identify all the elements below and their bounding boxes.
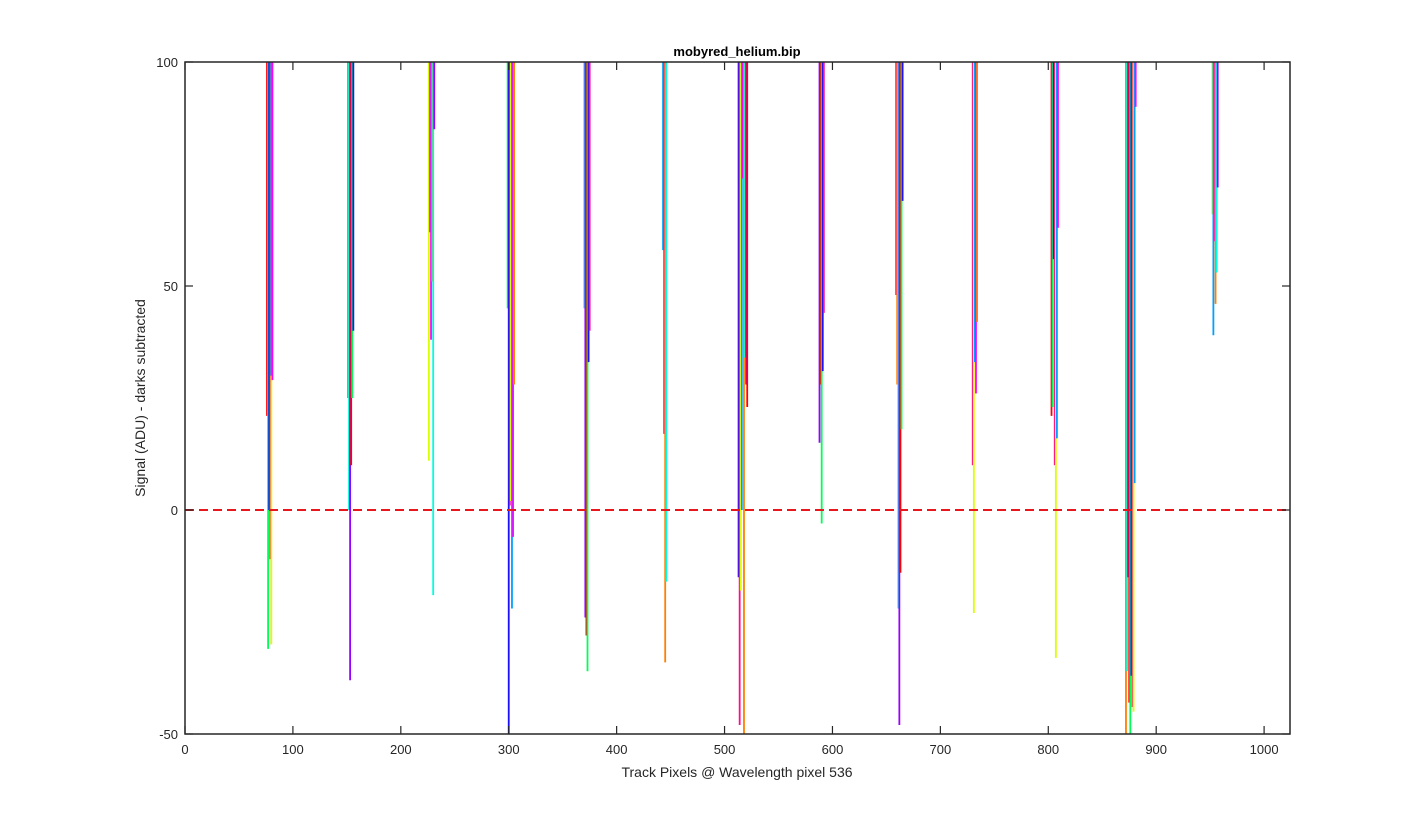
peak-group — [818, 62, 825, 524]
peak-group — [1211, 62, 1219, 336]
x-tick-label: 900 — [1145, 742, 1167, 757]
y-axis-label: Signal (ADU) - darks subtracted — [132, 299, 148, 497]
x-tick-label: 500 — [714, 742, 736, 757]
peak-group — [1125, 62, 1137, 734]
x-tick-label: 200 — [390, 742, 412, 757]
peak-group — [971, 62, 978, 614]
y-tick-label: 50 — [164, 279, 178, 294]
x-tick-label: 300 — [498, 742, 520, 757]
peak-group — [347, 62, 355, 681]
peak-group — [1050, 62, 1059, 658]
peak-group — [506, 62, 516, 734]
peak-group — [427, 62, 436, 596]
peak-group — [583, 62, 591, 672]
x-tick-label: 800 — [1037, 742, 1059, 757]
chart-title: mobyred_helium.bip — [673, 44, 800, 59]
y-tick-label: 0 — [171, 503, 178, 518]
x-tick-label: 1000 — [1250, 742, 1279, 757]
x-axis-ticks: 0 100 200 300 400 500 600 700 800 900 1000 — [181, 62, 1279, 757]
plot-area — [185, 62, 1290, 734]
peak-group — [737, 62, 749, 734]
plot-frame — [184, 61, 1291, 735]
y-tick-label: 100 — [156, 55, 178, 70]
x-tick-label: 600 — [822, 742, 844, 757]
y-tick-label: -50 — [159, 727, 178, 742]
peak-group — [266, 62, 274, 649]
x-tick-label: 100 — [282, 742, 304, 757]
x-tick-label: 400 — [606, 742, 628, 757]
x-tick-label: 0 — [181, 742, 188, 757]
peak-group — [895, 62, 904, 726]
series-layer — [266, 62, 1219, 734]
y-axis-ticks: -50 0 50 100 — [156, 55, 1290, 742]
x-tick-label: 700 — [930, 742, 952, 757]
peak-group — [662, 62, 668, 663]
x-axis-label: Track Pixels @ Wavelength pixel 536 — [621, 764, 852, 780]
